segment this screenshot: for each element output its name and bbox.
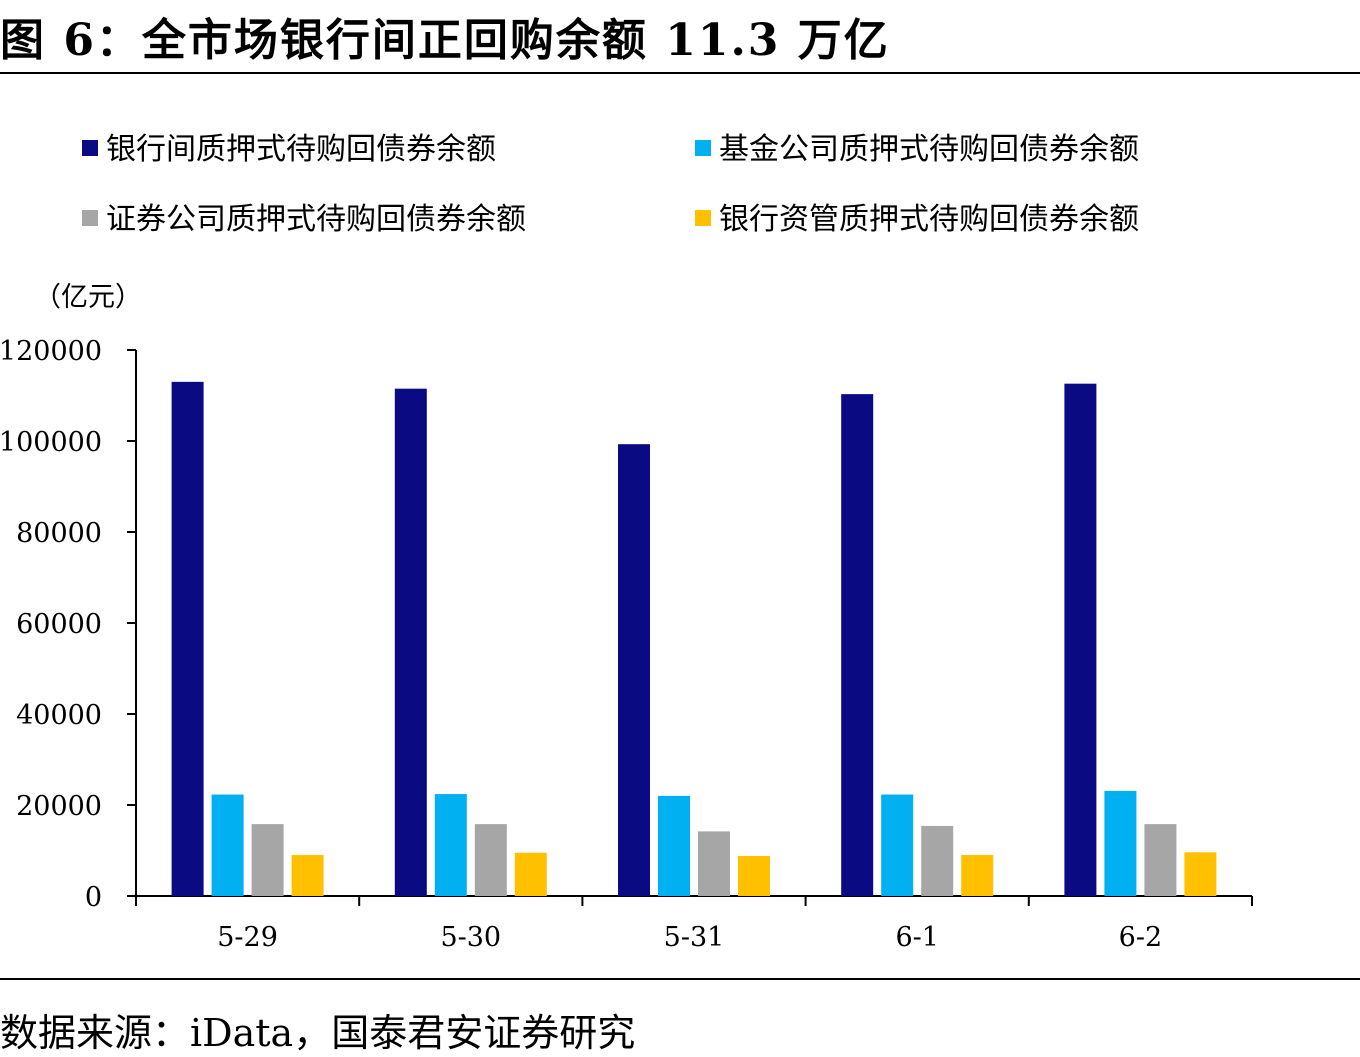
- bar: [171, 381, 204, 897]
- y-axis-unit-label: （亿元）: [34, 282, 142, 313]
- bar: [251, 824, 284, 896]
- legend-swatch: [695, 140, 711, 156]
- legend-swatch: [82, 140, 98, 156]
- x-tick-label: 6-2: [1119, 922, 1162, 953]
- bar: [434, 794, 467, 896]
- source-note: 数据来源：iData，国泰君安证券研究: [0, 1011, 636, 1055]
- y-tick-label: 20000: [16, 791, 102, 822]
- bar: [514, 852, 547, 896]
- x-tick-label: 5-31: [664, 922, 725, 953]
- legend-label: 证券公司质押式待购回债券余额: [106, 202, 526, 237]
- x-tick-label: 6-1: [895, 922, 938, 953]
- y-tick-label: 100000: [0, 427, 102, 458]
- page-title: 图 6：全市场银行间正回购余额 11.3 万亿: [0, 15, 890, 66]
- bar: [658, 795, 690, 896]
- y-tick-label: 0: [85, 882, 102, 913]
- bar: [291, 855, 324, 896]
- bar: [618, 444, 650, 896]
- bar: [1144, 824, 1177, 896]
- bar: [1184, 852, 1217, 896]
- x-tick-label: 5-30: [440, 922, 501, 953]
- bar: [1104, 790, 1137, 896]
- bar: [1064, 383, 1097, 896]
- legend-label: 银行资管质押式待购回债券余额: [719, 202, 1139, 237]
- y-tick-label: 40000: [16, 700, 102, 731]
- y-tick-label: 120000: [0, 336, 102, 367]
- legend-label: 基金公司质押式待购回债券余额: [719, 132, 1139, 167]
- bar: [474, 824, 507, 896]
- legend-swatch: [695, 210, 711, 226]
- bar: [698, 831, 730, 896]
- y-tick-label: 80000: [16, 518, 102, 549]
- top-divider: [0, 72, 1360, 74]
- bar: [881, 794, 914, 896]
- bar: [211, 794, 244, 896]
- legend-swatch: [82, 210, 98, 226]
- bar: [841, 394, 874, 896]
- y-tick-label: 60000: [16, 609, 102, 640]
- bottom-divider: [0, 978, 1360, 980]
- x-tick-label: 5-29: [217, 922, 278, 953]
- bar: [961, 855, 994, 896]
- bar: [921, 825, 954, 896]
- bar: [394, 388, 427, 896]
- legend-label: 银行间质押式待购回债券余额: [106, 132, 496, 167]
- bar: [738, 855, 770, 896]
